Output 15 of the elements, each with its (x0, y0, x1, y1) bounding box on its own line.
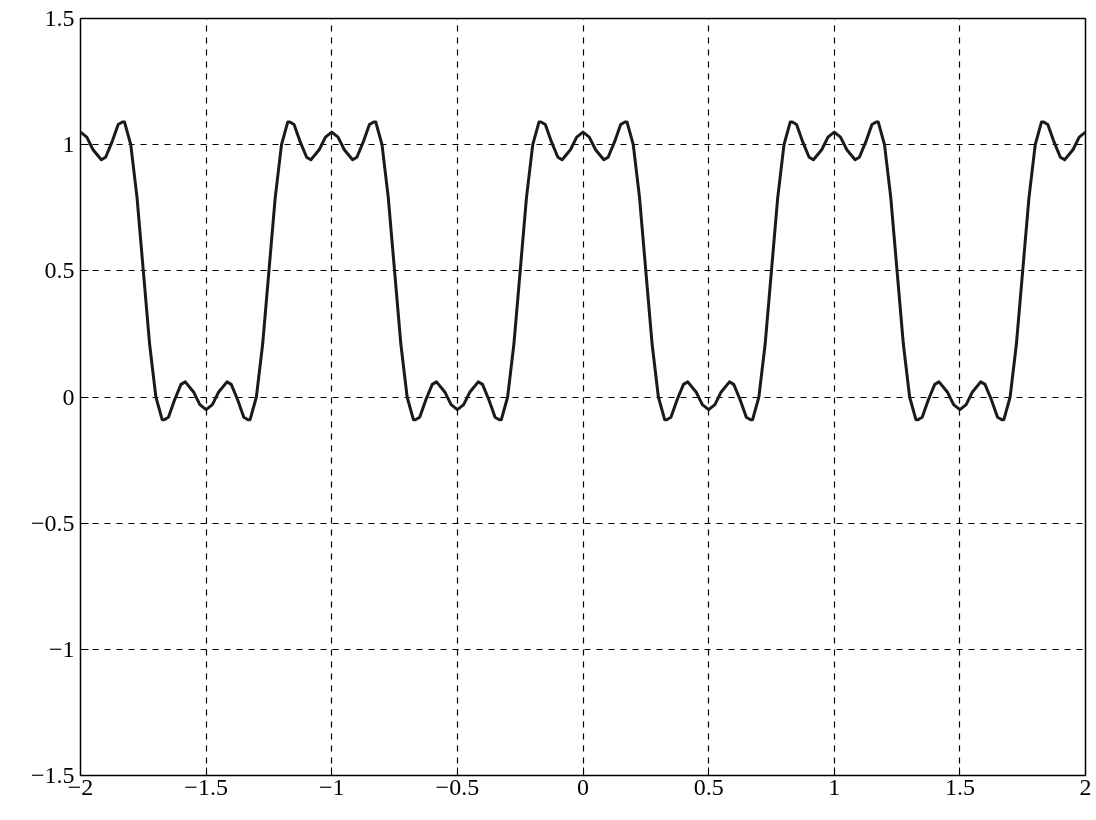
x-tick-label: 1.5 (944, 773, 975, 800)
x-tick-label: 0 (577, 773, 589, 800)
x-tick-label: −1.5 (184, 773, 228, 800)
y-tick-label: −0.5 (30, 509, 75, 536)
y-tick-label: 1 (62, 131, 75, 158)
x-tick-label: −0.5 (435, 773, 480, 800)
x-tick-label: 1 (828, 773, 841, 800)
line-series (80, 120, 1086, 422)
x-tick-label: −1 (318, 773, 345, 800)
x-tick-label: 0.5 (693, 773, 724, 800)
x-tick-label: 2 (1079, 773, 1092, 800)
y-tick-label: 1.5 (44, 5, 75, 31)
y-tick-label: 0.5 (44, 257, 75, 284)
y-tick-label: 0 (62, 383, 75, 410)
y-tick-label: −1 (48, 635, 75, 662)
